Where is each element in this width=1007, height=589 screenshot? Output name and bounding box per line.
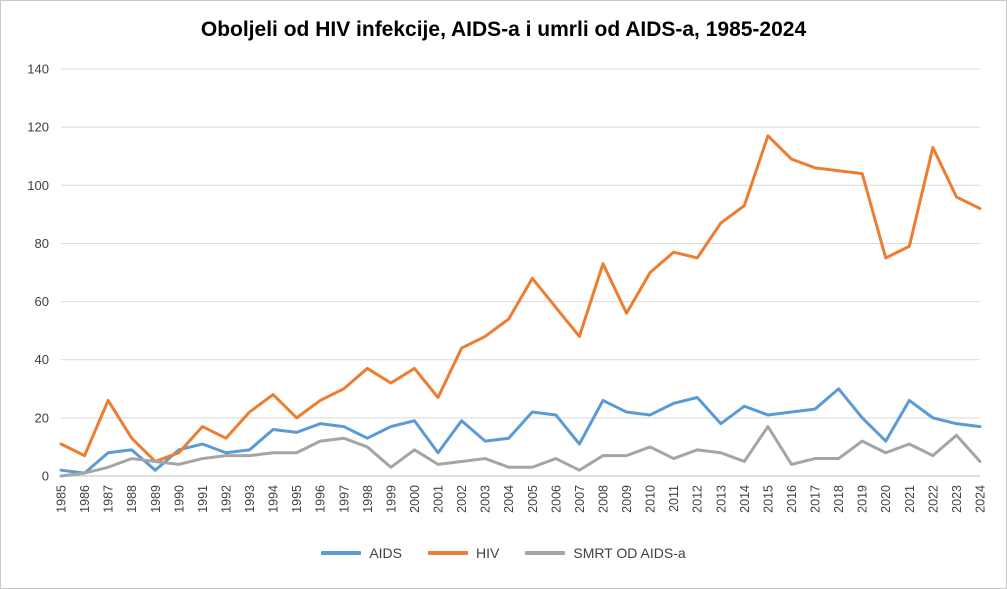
x-tick-label: 2013 xyxy=(714,485,728,513)
y-tick-label: 140 xyxy=(27,62,49,77)
x-tick-label: 2012 xyxy=(691,485,705,513)
series-line-aids xyxy=(59,387,982,475)
y-tick-label: 0 xyxy=(42,469,49,484)
x-tick-label: 2000 xyxy=(408,485,422,513)
y-tick-label: 40 xyxy=(35,352,49,367)
series-line-hiv xyxy=(59,134,982,463)
x-tick-label: 2009 xyxy=(620,485,634,513)
x-tick-label: 1993 xyxy=(243,485,257,513)
x-tick-label: 2011 xyxy=(667,485,681,512)
x-tick-label: 1988 xyxy=(125,485,139,513)
y-tick-label: 80 xyxy=(35,236,49,251)
legend-line-swatch xyxy=(525,551,566,555)
legend-line-swatch xyxy=(428,551,469,555)
x-tick-label: 2019 xyxy=(856,485,870,513)
x-tick-label: 1990 xyxy=(172,485,186,513)
legend-label: SMRT OD AIDS-a xyxy=(573,545,686,561)
x-tick-label: 1997 xyxy=(337,485,351,513)
x-tick-label: 1986 xyxy=(78,485,92,513)
x-tick-label: 2004 xyxy=(502,485,516,513)
legend-label: AIDS xyxy=(369,545,403,561)
x-tick-label: 2023 xyxy=(950,485,964,513)
x-tick-label: 2001 xyxy=(432,485,446,513)
x-tick-label: 2016 xyxy=(785,485,799,513)
y-tick-label: 60 xyxy=(35,294,49,309)
x-tick-label: 1985 xyxy=(55,485,69,513)
line-chart-plot-area: 0 20 40 60 80 100 120 140 1985 1986 1987 1988 1989 19… xyxy=(27,62,988,513)
x-tick-label: 2021 xyxy=(903,485,917,513)
x-tick-label: 1998 xyxy=(361,485,375,513)
x-tick-label: 1996 xyxy=(314,485,328,513)
series-line-smrt-od-aids-a xyxy=(59,425,982,478)
y-tick-label: 120 xyxy=(27,120,49,135)
x-tick-label: 1989 xyxy=(149,485,163,513)
x-tick-label: 2024 xyxy=(974,485,988,513)
x-tick-label: 1994 xyxy=(267,485,281,513)
x-tick-label: 1995 xyxy=(290,485,304,513)
x-tick-label: 2002 xyxy=(455,485,469,513)
x-tick-label: 1991 xyxy=(196,485,210,513)
x-tick-label: 2003 xyxy=(479,485,493,513)
x-tick-label: 2005 xyxy=(526,485,540,513)
x-tick-label: 2018 xyxy=(832,485,846,513)
legend-item-smrt-od-aids-a: SMRT OD AIDS-a xyxy=(525,545,686,561)
x-tick-label: 1992 xyxy=(219,485,233,513)
x-tick-label: 2022 xyxy=(926,485,940,513)
x-tick-label: 1999 xyxy=(384,485,398,513)
x-tick-label: 2017 xyxy=(809,485,823,513)
legend-item-hiv: HIV xyxy=(428,545,499,561)
x-tick-label: 2007 xyxy=(573,485,587,513)
legend-label: HIV xyxy=(476,545,500,561)
y-tick-label: 100 xyxy=(27,178,49,193)
legend-line-swatch xyxy=(321,551,362,555)
y-tick-label: 20 xyxy=(35,410,49,425)
x-tick-label: 2006 xyxy=(549,485,563,513)
legend-item-aids: AIDS xyxy=(321,545,402,561)
chart-legend: AIDS HIV SMRT OD AIDS-a xyxy=(1,536,1006,570)
x-tick-label: 2008 xyxy=(596,485,610,513)
chart-title: Oboljeli od HIV infekcije, AIDS-a i umrl… xyxy=(200,18,807,41)
x-tick-label: 1987 xyxy=(102,485,116,513)
x-tick-label: 2010 xyxy=(644,485,658,513)
x-tick-label: 2014 xyxy=(738,485,752,513)
x-tick-label: 2015 xyxy=(761,485,775,513)
x-tick-label: 2020 xyxy=(879,485,893,513)
